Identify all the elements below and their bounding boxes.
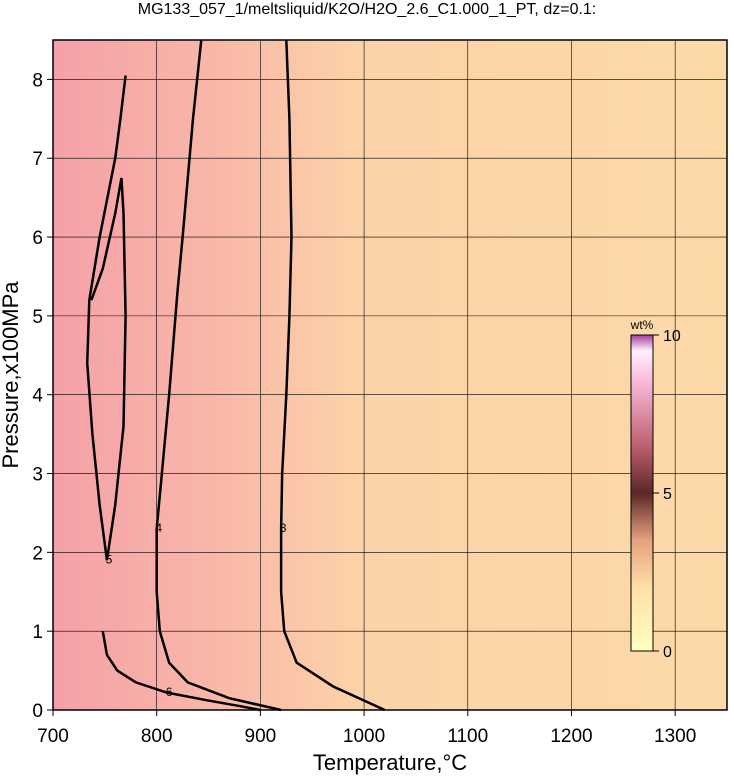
colorbar-tick-label: 10	[663, 328, 681, 345]
contour-label: 4	[155, 521, 162, 535]
contour-label: 6	[166, 685, 173, 699]
x-axis-label: Temperature,°C	[313, 750, 467, 775]
x-tick-label: 900	[245, 726, 277, 747]
y-tick-label: 2	[32, 543, 43, 564]
y-tick-label: 3	[32, 465, 43, 486]
x-tick-label: 700	[37, 726, 69, 747]
plot-frame	[52, 39, 728, 711]
colorbar-label: wt%	[630, 318, 654, 332]
x-tick-label: 800	[141, 726, 173, 747]
y-axis-label: Pressure,x100MPa	[0, 281, 23, 469]
chart-title: MG133_057_1/meltsliquid/K2O/H2O_2.6_C1.0…	[138, 1, 597, 18]
x-tick-label: 1000	[343, 726, 385, 747]
colorbar	[630, 334, 654, 652]
colorbar-tick-label: 0	[663, 644, 672, 661]
contour-line	[279, 39, 386, 712]
y-tick-label: 5	[32, 307, 43, 328]
x-tick-label: 1300	[654, 726, 696, 747]
y-tick-label: 0	[32, 701, 43, 722]
y-tick-label: 7	[32, 149, 43, 170]
plot-background	[53, 40, 727, 710]
y-tick-label: 8	[32, 70, 43, 91]
contour-line	[85, 75, 127, 561]
contour-label: 5	[106, 552, 113, 566]
y-tick-label: 1	[32, 622, 43, 643]
colorbar-tick-label: 5	[663, 486, 672, 503]
y-tick-label: 6	[32, 228, 43, 249]
contour-label: 3	[280, 521, 287, 535]
contour-line	[101, 630, 261, 712]
y-tick-label: 4	[32, 386, 43, 407]
x-tick-label: 1100	[447, 726, 488, 747]
x-tick-label: 1200	[550, 726, 592, 747]
